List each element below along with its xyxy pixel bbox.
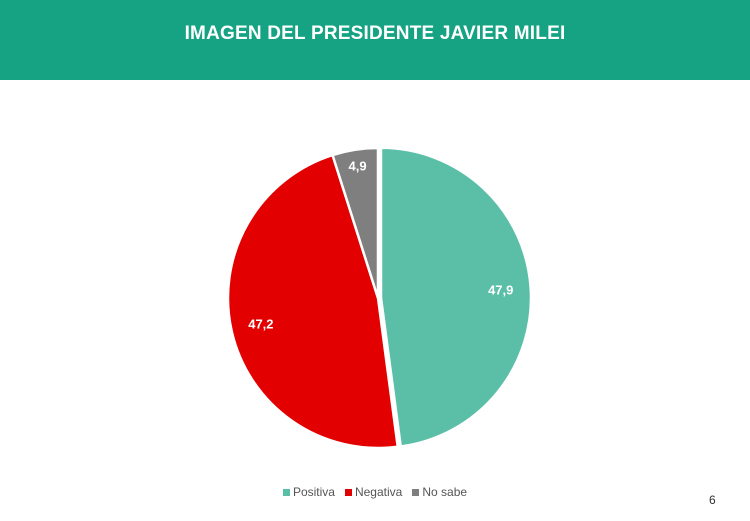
legend-item-positiva: Positiva [282, 485, 335, 499]
legend-label-no-sabe: No sabe [422, 485, 468, 499]
slide-title: IMAGEN DEL PRESIDENTE JAVIER MILEI [184, 23, 566, 44]
data-label-positiva: 47,9 [488, 282, 513, 297]
legend-swatch-negativa [344, 488, 352, 496]
pie-slice-no-sabe [331, 146, 380, 300]
data-label-no-sabe: 4,9 [348, 159, 366, 174]
pie-labels: 47,9 47,2 4,9 [248, 159, 513, 332]
slide-header: IMAGEN DEL PRESIDENTE JAVIER MILEI [0, 0, 750, 80]
chart-legend: Positiva Negativa No sabe [0, 485, 750, 499]
legend-swatch-no-sabe [412, 488, 420, 496]
legend-item-no-sabe: No sabe [412, 485, 467, 499]
legend-label-positiva: Positiva [292, 485, 335, 499]
pie-slices [226, 146, 533, 450]
legend-item-negativa: Negativa [344, 485, 403, 499]
legend-label-negativa: Negativa [354, 485, 403, 499]
data-label-negativa: 47,2 [248, 317, 273, 332]
legend-swatch-positiva [282, 488, 290, 496]
pie-slice-positiva [379, 146, 533, 448]
page-number: 6 [709, 493, 716, 507]
